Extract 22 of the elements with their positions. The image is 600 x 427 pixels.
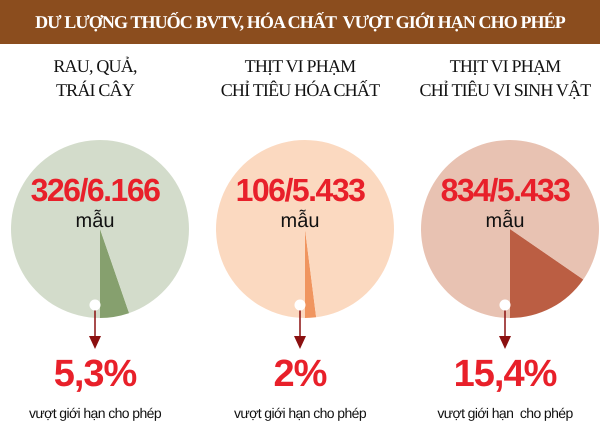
text: 2% [272,353,328,396]
pie-slice [421,140,599,318]
text: 15,4% [452,353,558,396]
pie-slice [11,140,189,318]
text: 5,3% [52,353,138,396]
text: 106/5.433 [234,172,366,209]
pie-slice [305,229,316,318]
text: mẫu [484,210,526,233]
text: vượt giới hạn cho phép [28,405,162,421]
chart-title: RAU, QUẢ, TRÁI CÂY [52,55,138,102]
text: mẫu [280,210,320,233]
chart-title: THỊT VI PHẠM CHỈ TIÊU HÓA CHẤT [220,55,381,102]
pie-slice [216,140,394,318]
pie-slice [100,229,130,318]
text: 834/5.433 [440,172,571,209]
pie-slice [510,229,584,318]
chart-title: THỊT VI PHẠM CHỈ TIÊU VI SINH VẬT [418,55,592,102]
text: DƯ LƯỢNG THUỐC BVTV, HÓA CHẤT VƯỢT GIỚI HẠN CHO PHÉP [35,12,565,32]
text: mẫu [74,210,116,233]
text: 326/6.166 [30,172,161,209]
text: vượt giới hạn cho phép [232,405,368,421]
text: vượt giới hạn cho phép [436,405,574,421]
